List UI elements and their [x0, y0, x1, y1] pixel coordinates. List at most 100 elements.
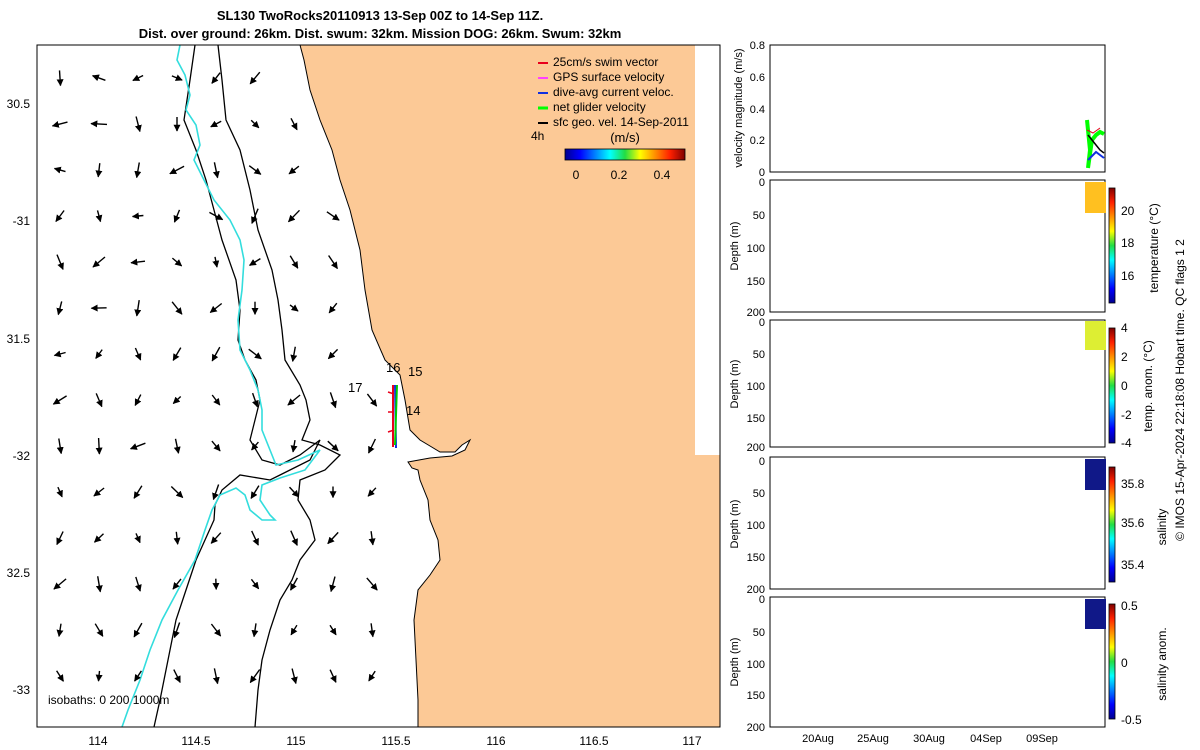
tanom-depth-0: 0 — [759, 317, 765, 329]
velocity-arrow-60 — [366, 393, 378, 407]
velocity-arrow-100 — [173, 622, 181, 639]
tanom-colorbar-label: temp. anom. (°C) — [1141, 340, 1155, 432]
velocity-arrow-11 — [250, 119, 260, 129]
velocity-arrow-71 — [93, 487, 105, 497]
time-tick-09sep: 09Sep — [1026, 733, 1058, 745]
velocity-arrow-73 — [170, 485, 184, 499]
tanom-cb-4: 4 — [1121, 321, 1128, 335]
velocity-arrow-90 — [134, 576, 142, 592]
sal-depth-0: 0 — [759, 456, 765, 468]
velocity-arrow-34 — [289, 255, 299, 269]
temp-colorbar-label: temperature (°C) — [1147, 203, 1161, 293]
velocity-arrow-74 — [212, 484, 220, 501]
velocity-arrow-54 — [134, 394, 142, 407]
velocity-arrow-10 — [210, 120, 222, 128]
sfc-geo-velocity-arrows — [51, 70, 378, 685]
velocity-arrow-66 — [251, 441, 259, 451]
temperature-colorbar — [1108, 187, 1116, 304]
velocity-arrow-4 — [211, 72, 221, 84]
velocity-arrow-101 — [210, 623, 222, 637]
velocity-arrow-38 — [134, 299, 142, 317]
velocity-arrow-40 — [209, 302, 223, 314]
map-chart: 16 15 17 14 25cm/s swim vector GPS surfa… — [7, 44, 721, 748]
velocity-arrow-111 — [249, 669, 261, 684]
sanom-colorbar-label: salinity anom. — [1155, 627, 1169, 700]
velocity-arrow-70 — [56, 486, 63, 498]
sal-cb-35.6: 35.6 — [1121, 516, 1145, 530]
velocity-arrow-82 — [173, 531, 181, 545]
annotation-17: 17 — [348, 380, 362, 395]
sanom-depth-50: 50 — [753, 627, 765, 639]
time-tick-20aug: 20Aug — [802, 733, 834, 745]
velocity-arrow-33 — [249, 258, 261, 266]
velocity-arrow-48 — [211, 346, 221, 362]
y-tick-32.5: 32.5 — [7, 566, 31, 580]
temp-depth-0: 0 — [759, 177, 765, 189]
velocity-arrow-80 — [93, 533, 104, 543]
velocity-arrow-79 — [56, 531, 64, 546]
velocity-series-red — [1086, 127, 1101, 134]
velocity-arrow-63 — [129, 442, 146, 450]
tanom-depth-200: 200 — [747, 442, 765, 454]
salinity-panel: 0 50 100 150 200 Depth (m) 35.8 35.6 35.… — [729, 456, 1169, 596]
velocity-arrow-31 — [171, 257, 183, 267]
salinity-colorbar — [1108, 466, 1116, 583]
legend-gps-velocity: GPS surface velocity — [553, 70, 664, 84]
sal-depth-150: 150 — [747, 552, 765, 564]
sanom-cb-0: 0 — [1121, 656, 1128, 670]
temp-cb-20: 20 — [1121, 204, 1135, 218]
velocity-arrow-67 — [290, 439, 298, 453]
isobath-1000 — [153, 45, 321, 727]
velocity-arrow-43 — [328, 302, 338, 314]
y-tick-30.5: 30.5 — [7, 97, 31, 111]
velocity-arrow-104 — [329, 624, 337, 636]
temp-anom-panel: 0 50 100 150 200 Depth (m) 4 2 0 -2 -4 t… — [729, 317, 1155, 454]
velocity-arrow-53 — [95, 393, 103, 408]
tanom-cb-m2: -2 — [1121, 408, 1132, 422]
y-tick-31.5: 31.5 — [7, 332, 31, 346]
velocity-arrow-45 — [95, 349, 103, 359]
velocity-arrow-64 — [173, 438, 181, 454]
salinity-anom-panel: 0 50 100 150 200 Depth (m) 0.5 0 -0.5 sa… — [729, 594, 1169, 745]
legend-swim-vector: 25cm/s swim vector — [553, 55, 658, 69]
velocity-arrow-16 — [169, 165, 185, 175]
velocity-arrow-56 — [211, 394, 221, 406]
velocity-arrow-106 — [56, 670, 64, 682]
velocity-arrow-93 — [250, 578, 260, 590]
velocity-arrow-89 — [95, 576, 103, 593]
velocity-arrow-55 — [172, 395, 182, 405]
velocity-arrow-8 — [134, 116, 142, 133]
x-tick-115: 115 — [286, 734, 305, 748]
x-tick-116.5: 116.5 — [579, 734, 608, 748]
velocity-series-black — [1087, 134, 1105, 154]
annotation-14: 14 — [406, 403, 420, 418]
colorbar-title: (m/s) — [610, 130, 640, 145]
annotation-16: 16 — [386, 360, 400, 375]
x-tick-115.5: 115.5 — [381, 734, 410, 748]
legend-scale-label: 4h — [531, 129, 544, 143]
chart-title-line1: SL130 TwoRocks20110913 13-Sep 00Z to 14-… — [216, 8, 544, 23]
velocity-series-blue — [1087, 150, 1105, 161]
velocity-arrow-112 — [290, 668, 298, 685]
temp-cb-18: 18 — [1121, 236, 1135, 250]
land-mass — [299, 45, 720, 727]
velocity-arrow-97 — [56, 623, 64, 637]
y-tick-33: -33 — [13, 683, 31, 697]
velocity-arrow-76 — [288, 486, 300, 498]
imos-credit: © IMOS 15-Apr-2024 22:18:08 Hobart time.… — [1173, 239, 1187, 541]
sal-cb-35.8: 35.8 — [1121, 477, 1145, 491]
velocity-arrow-6 — [51, 120, 68, 128]
tanom-depth-150: 150 — [747, 413, 765, 425]
salinity-anom-colorbar — [1108, 603, 1116, 720]
velocity-arrow-98 — [94, 623, 104, 637]
colorbar-tick-0: 0 — [573, 168, 580, 182]
vel-tick-0.4: 0.4 — [750, 104, 765, 116]
velocity-arrow-39 — [171, 301, 183, 315]
temperature-panel: 0 50 100 150 200 Depth (m) 20 18 16 temp… — [729, 177, 1161, 319]
velocity-arrow-42 — [289, 304, 299, 312]
speed-colorbar — [564, 148, 686, 161]
velocity-arrow-72 — [133, 485, 143, 499]
velocity-arrow-61 — [56, 438, 64, 455]
velocity-arrow-51 — [327, 348, 339, 360]
vel-tick-0.2: 0.2 — [750, 135, 765, 147]
